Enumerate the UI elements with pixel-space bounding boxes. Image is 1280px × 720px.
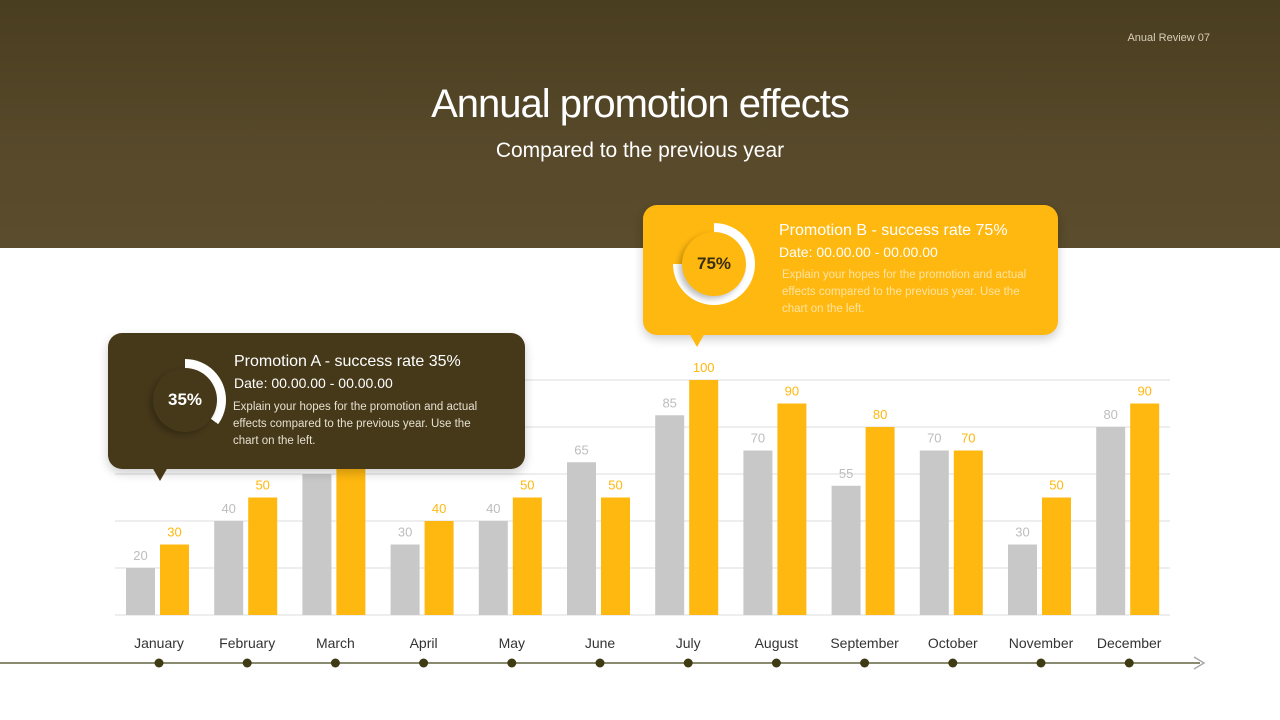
callout-heading: Promotion A - success rate 35%	[234, 353, 461, 370]
percent-label: 75%	[682, 232, 746, 296]
data-label: 80	[873, 407, 887, 422]
slide-tag: Anual Review 07	[1127, 32, 1210, 44]
data-label: 50	[255, 478, 269, 493]
data-label: 90	[785, 384, 799, 399]
data-label: 30	[398, 525, 412, 540]
timeline-dot	[595, 658, 605, 668]
timeline-dot	[1036, 658, 1046, 668]
timeline-dot	[419, 658, 429, 668]
timeline-dot	[507, 658, 517, 668]
callout-tail	[152, 467, 168, 481]
data-label: 70	[927, 431, 941, 446]
bar-previous	[478, 521, 508, 615]
percent-label: 35%	[153, 368, 217, 432]
bar-previous	[1096, 427, 1126, 615]
bar-previous	[126, 568, 155, 615]
data-label: 40	[221, 501, 235, 516]
data-label: 90	[1137, 384, 1151, 399]
bar-current	[336, 450, 366, 615]
callout-promotion-b: 75% Promotion B - success rate 75% Date:…	[643, 205, 1058, 347]
bar-previous	[214, 521, 244, 615]
bar-current	[512, 497, 542, 615]
bar-current	[777, 403, 807, 615]
data-label: 20	[133, 548, 147, 563]
callout-promotion-a: 35% Promotion A - success rate 35% Date:…	[108, 333, 525, 481]
data-label: 50	[1049, 478, 1063, 493]
callout-text: Explain your hopes for the promotion and…	[782, 269, 1027, 315]
bar-current	[689, 380, 719, 615]
bar-previous	[302, 474, 332, 615]
bar-current	[1042, 497, 1071, 615]
data-label: 55	[839, 466, 853, 481]
data-label: 80	[1103, 407, 1117, 422]
bar-previous	[567, 462, 596, 615]
bar-previous	[919, 450, 949, 615]
timeline-dot	[242, 658, 252, 668]
bar-previous	[390, 544, 420, 615]
callout-tail	[689, 333, 705, 347]
bar-previous	[655, 415, 685, 615]
slide-subtitle: Compared to the previous year	[495, 139, 785, 162]
data-label: 30	[1015, 525, 1029, 540]
data-label: 30	[167, 525, 181, 540]
timeline-dot	[1124, 658, 1134, 668]
callout-date: Date: 00.00.00 - 00.00.00	[779, 244, 938, 260]
bar-current	[601, 497, 630, 615]
bar-previous	[831, 485, 861, 615]
progress-ring: 75%	[673, 223, 755, 305]
data-label: 70	[961, 431, 975, 446]
month-label: November	[1009, 635, 1074, 651]
month-label: October	[928, 635, 978, 651]
arrow-icon	[1193, 656, 1206, 670]
callout-date: Date: 00.00.00 - 00.00.00	[234, 375, 393, 391]
header-banner	[0, 0, 1280, 248]
callout-heading: Promotion B - success rate 75%	[779, 222, 1008, 239]
timeline-dot	[330, 658, 340, 668]
timeline-dot	[948, 658, 958, 668]
data-label: 65	[574, 442, 588, 457]
timeline-dot	[771, 658, 781, 668]
timeline-dot	[860, 658, 870, 668]
bar-previous	[1008, 544, 1037, 615]
month-label: September	[830, 635, 899, 651]
timeline-dot	[683, 658, 693, 668]
bar-current	[1130, 403, 1160, 615]
month-label: July	[676, 635, 701, 651]
month-label: February	[219, 635, 275, 651]
bar-current	[953, 450, 983, 615]
bar-current	[160, 544, 189, 615]
slide-title: Annual promotion effects	[431, 82, 850, 126]
month-label: January	[134, 635, 184, 651]
data-label: 50	[608, 478, 622, 493]
progress-ring: 35%	[144, 359, 226, 441]
bar-current	[424, 521, 454, 615]
data-label: 85	[662, 395, 676, 410]
data-label: 70	[751, 431, 765, 446]
month-label: August	[755, 635, 799, 651]
timeline-dot	[154, 658, 164, 668]
data-label: 50	[520, 478, 534, 493]
data-label: 40	[432, 501, 446, 516]
bar-previous	[743, 450, 773, 615]
bar-current	[248, 497, 278, 615]
month-label: April	[410, 635, 438, 651]
data-label: 100	[693, 360, 715, 375]
month-label: March	[316, 635, 355, 651]
month-label: June	[585, 635, 616, 651]
month-label: May	[499, 635, 525, 651]
data-label: 40	[486, 501, 500, 516]
month-label: December	[1097, 635, 1162, 651]
bar-current	[865, 427, 895, 615]
callout-text: Explain your hopes for the promotion and…	[233, 401, 478, 447]
